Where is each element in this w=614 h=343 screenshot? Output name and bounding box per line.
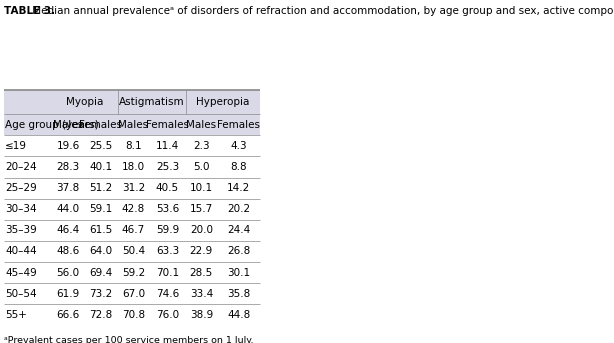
Text: 14.2: 14.2 xyxy=(227,183,251,193)
Text: 11.4: 11.4 xyxy=(156,141,179,151)
Text: 24.4: 24.4 xyxy=(227,225,251,235)
Text: Males: Males xyxy=(53,120,83,130)
Text: Males: Males xyxy=(119,120,149,130)
Text: 76.0: 76.0 xyxy=(156,310,179,320)
Text: 67.0: 67.0 xyxy=(122,289,145,299)
Text: 30.1: 30.1 xyxy=(227,268,250,277)
Text: 55+: 55+ xyxy=(6,310,27,320)
Text: 28.3: 28.3 xyxy=(56,162,80,172)
Text: 45–49: 45–49 xyxy=(6,268,37,277)
Text: 26.8: 26.8 xyxy=(227,246,251,257)
Text: TABLE 3.: TABLE 3. xyxy=(4,6,55,16)
Text: 63.3: 63.3 xyxy=(156,246,179,257)
Text: 72.8: 72.8 xyxy=(89,310,112,320)
Text: 70.1: 70.1 xyxy=(156,268,179,277)
Bar xyxy=(4,90,260,114)
Text: 66.6: 66.6 xyxy=(56,310,80,320)
Text: Median annual prevalenceᵃ of disorders of refraction and accommodation, by age g: Median annual prevalenceᵃ of disorders o… xyxy=(29,6,614,16)
Text: ᵃPrevalent cases per 100 service members on 1 July.: ᵃPrevalent cases per 100 service members… xyxy=(4,336,254,343)
Text: 18.0: 18.0 xyxy=(122,162,145,172)
Text: 28.5: 28.5 xyxy=(190,268,213,277)
Text: 25–29: 25–29 xyxy=(6,183,37,193)
Text: 50–54: 50–54 xyxy=(6,289,37,299)
Text: 44.8: 44.8 xyxy=(227,310,251,320)
Text: 20.2: 20.2 xyxy=(227,204,250,214)
Text: 25.3: 25.3 xyxy=(156,162,179,172)
Text: Males: Males xyxy=(186,120,216,130)
Text: 59.9: 59.9 xyxy=(156,225,179,235)
Text: ≤19: ≤19 xyxy=(6,141,27,151)
Text: 46.7: 46.7 xyxy=(122,225,145,235)
Text: 59.1: 59.1 xyxy=(89,204,112,214)
Text: 69.4: 69.4 xyxy=(89,268,112,277)
Text: 50.4: 50.4 xyxy=(122,246,145,257)
Bar xyxy=(4,114,260,135)
Text: 35–39: 35–39 xyxy=(6,225,37,235)
Text: 20–24: 20–24 xyxy=(6,162,37,172)
Text: 73.2: 73.2 xyxy=(89,289,112,299)
Text: 10.1: 10.1 xyxy=(190,183,213,193)
Text: Myopia: Myopia xyxy=(66,97,104,107)
Text: 37.8: 37.8 xyxy=(56,183,80,193)
Text: 31.2: 31.2 xyxy=(122,183,145,193)
Text: 61.5: 61.5 xyxy=(89,225,112,235)
Text: 59.2: 59.2 xyxy=(122,268,145,277)
Text: Hyperopia: Hyperopia xyxy=(196,97,250,107)
Text: 30–34: 30–34 xyxy=(6,204,37,214)
Text: 22.9: 22.9 xyxy=(190,246,213,257)
Text: 40.5: 40.5 xyxy=(156,183,179,193)
Text: 51.2: 51.2 xyxy=(89,183,112,193)
Text: 8.8: 8.8 xyxy=(230,162,247,172)
Text: 33.4: 33.4 xyxy=(190,289,213,299)
Text: 70.8: 70.8 xyxy=(122,310,145,320)
Text: 61.9: 61.9 xyxy=(56,289,80,299)
Text: 19.6: 19.6 xyxy=(56,141,80,151)
Text: 56.0: 56.0 xyxy=(56,268,80,277)
Text: 2.3: 2.3 xyxy=(193,141,209,151)
Text: 35.8: 35.8 xyxy=(227,289,251,299)
Text: 25.5: 25.5 xyxy=(89,141,112,151)
Text: 40–44: 40–44 xyxy=(6,246,37,257)
Text: 5.0: 5.0 xyxy=(193,162,209,172)
Text: Females: Females xyxy=(146,120,189,130)
Text: Age group (years): Age group (years) xyxy=(6,120,99,130)
Text: 40.1: 40.1 xyxy=(89,162,112,172)
Text: 38.9: 38.9 xyxy=(190,310,213,320)
Text: 8.1: 8.1 xyxy=(125,141,142,151)
Text: 42.8: 42.8 xyxy=(122,204,145,214)
Text: 64.0: 64.0 xyxy=(89,246,112,257)
Text: 74.6: 74.6 xyxy=(156,289,179,299)
Text: Females: Females xyxy=(217,120,260,130)
Text: 15.7: 15.7 xyxy=(190,204,213,214)
Text: 48.6: 48.6 xyxy=(56,246,80,257)
Text: 44.0: 44.0 xyxy=(56,204,80,214)
Text: 4.3: 4.3 xyxy=(230,141,247,151)
Text: Astigmatism: Astigmatism xyxy=(119,97,185,107)
Text: 46.4: 46.4 xyxy=(56,225,80,235)
Text: Females: Females xyxy=(79,120,122,130)
Text: 20.0: 20.0 xyxy=(190,225,213,235)
Text: 53.6: 53.6 xyxy=(156,204,179,214)
